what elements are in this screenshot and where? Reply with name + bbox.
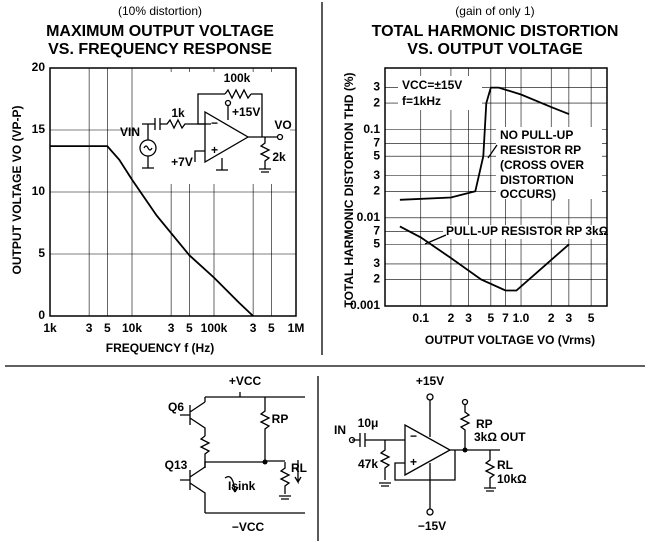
annotation: NO PULL-UP [500, 128, 573, 142]
y-tick-label: 0.001 [350, 298, 380, 312]
y-tick-label: 2 [373, 272, 380, 286]
x-tick-label: 7 [502, 311, 509, 325]
circuit-left: +VCC RP Q6 Q13 RL Isink −VCC [165, 374, 307, 534]
x-tick-label: 3 [465, 311, 472, 325]
circuit-label: Q6 [168, 400, 184, 414]
y-tick-label: 2 [373, 95, 380, 109]
annotation: RESISTOR RP [500, 143, 581, 157]
y-tick-label: 3 [373, 256, 380, 270]
circuit-label: 2k [272, 150, 286, 164]
x-tick-label: 2 [548, 311, 555, 325]
y-tick-label: 15 [32, 122, 46, 136]
y-tick-label: 0.1 [363, 122, 380, 136]
circuit-label: 47k [358, 457, 378, 471]
x-tick-label: 2 [448, 311, 455, 325]
circuit-right: − + +15V IN 10μ RP 3kΩ OUT 47k RL 10kΩ −… [334, 374, 527, 533]
circuit-label: 10μ [358, 416, 379, 430]
x-tick-label: 5 [268, 321, 275, 335]
thd-annotations: VCC=±15V f=1kHz NO PULL-UP RESISTOR RP (… [398, 76, 609, 245]
dividers [5, 2, 645, 541]
circuit-label: VIN [120, 125, 140, 139]
circuit-label: −VCC [232, 520, 265, 534]
annotation: OCCURS) [500, 187, 556, 201]
y-tick-label: 0.01 [357, 210, 381, 224]
x-tick-label: 5 [104, 321, 111, 335]
circuit-label: VO [274, 118, 291, 132]
circuit-label: 10kΩ [497, 472, 527, 486]
circuit-label: 3kΩ OUT [474, 430, 526, 444]
data-line [50, 145, 254, 317]
circuit-label: −15V [418, 519, 446, 533]
circuit-label: +VCC [229, 374, 262, 388]
plus: + [410, 455, 417, 469]
x-tick-label: 1.0 [513, 311, 530, 325]
x-tick-label: 0.1 [412, 311, 429, 325]
x-tick-label: 3 [168, 321, 175, 335]
y-tick-label: 5 [38, 246, 45, 260]
circuit-label: +15V [232, 105, 260, 119]
y-tick-label: 0 [38, 308, 45, 322]
y-tick-label: 3 [373, 80, 380, 94]
y-tick-label: 5 [373, 148, 380, 162]
x-tick-label: 3 [250, 321, 257, 335]
y-tick-label: 10 [32, 184, 46, 198]
y-tick-label: 7 [373, 224, 380, 238]
circuit-label: +15V [416, 374, 444, 388]
annotation: (CROSS OVER [500, 158, 584, 172]
y-tick-label: 7 [373, 135, 380, 149]
x-tick-label: 1M [288, 321, 305, 335]
title: VS. FREQUENCY RESPONSE [48, 41, 272, 58]
plus: + [211, 143, 218, 157]
x-tick-label: 10k [122, 321, 142, 335]
x-tick-label: 5 [186, 321, 193, 335]
x-tick-label: 1k [43, 321, 57, 335]
x-tick-label: 3 [566, 311, 573, 325]
circuit-label: 1k [171, 106, 185, 120]
circuit-label: Q13 [165, 458, 188, 472]
circuit-label: +7V [171, 155, 193, 169]
y-label: TOTAL HARMONIC DISTORTION THD (%) [342, 72, 356, 307]
x-tick-label: 5 [487, 311, 494, 325]
circuit-label: 100k [224, 71, 251, 85]
circuit-label: IN [334, 423, 346, 437]
circuit-label: RP [476, 417, 493, 431]
annotation: PULL-UP RESISTOR RP 3kΩ [446, 224, 609, 238]
minus: − [211, 116, 218, 130]
annotation: DISTORTION [500, 173, 574, 187]
circuit-label: RL [291, 461, 307, 475]
x-tick-label: 5 [588, 311, 595, 325]
title: VS. OUTPUT VOLTAGE [407, 41, 583, 58]
circuit-label: RP [272, 412, 289, 426]
y-tick-label: 3 [373, 168, 380, 182]
x-tick-label: 3 [86, 321, 93, 335]
x-tick-label: 100k [201, 321, 228, 335]
title: TOTAL HARMONIC DISTORTION [372, 23, 619, 40]
subtitle: (10% distortion) [118, 4, 202, 18]
y-label: OUTPUT VOLTAGE VO (VP-P) [10, 106, 24, 275]
inset-circuit: − + 100k +15V 1k VIN VO +7V 2k [120, 71, 292, 184]
title: MAXIMUM OUTPUT VOLTAGE [46, 23, 274, 40]
annotation: f=1kHz [402, 94, 441, 108]
data-line [399, 86, 570, 201]
data-line [399, 225, 570, 292]
x-label: OUTPUT VOLTAGE VO (Vrms) [425, 333, 595, 347]
subtitle: (gain of only 1) [455, 4, 534, 18]
minus: − [410, 429, 417, 443]
circuit-label: RL [497, 458, 513, 472]
y-tick-label: 20 [32, 60, 46, 74]
x-label: FREQUENCY f (Hz) [106, 341, 214, 355]
y-tick-label: 5 [373, 237, 380, 251]
y-tick-label: 2 [373, 183, 380, 197]
circuit-label: Isink [228, 479, 256, 493]
annotation: VCC=±15V [402, 78, 462, 92]
